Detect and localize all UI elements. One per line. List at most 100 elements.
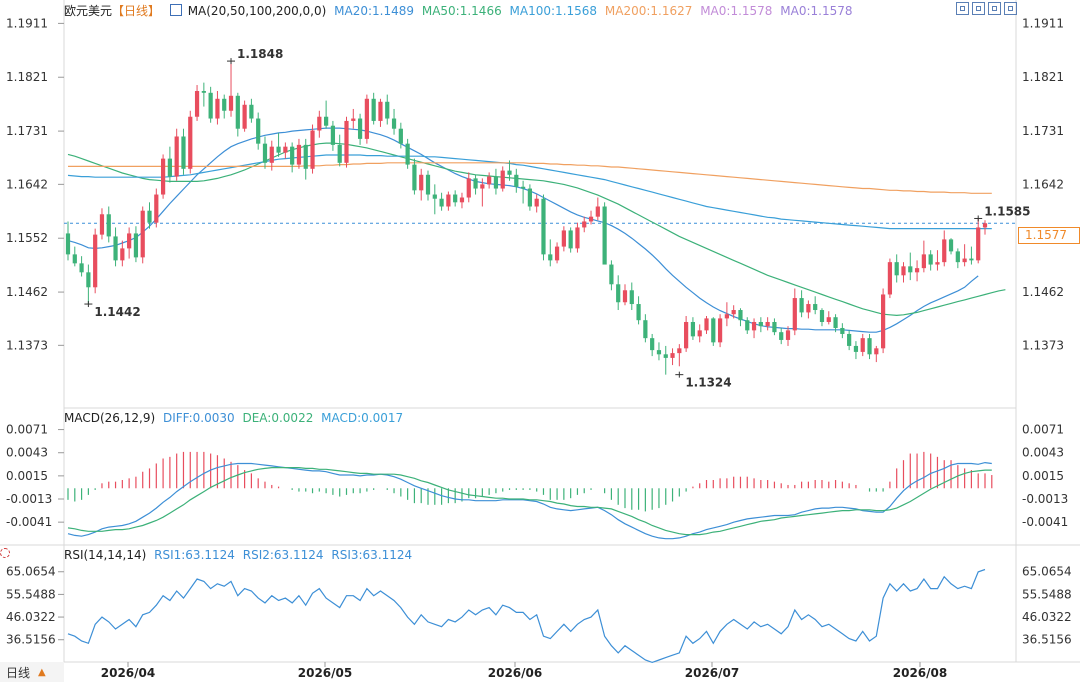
macd-tick-label-right: 0.0071 [1022, 423, 1064, 437]
candle-body [412, 164, 417, 191]
candle-body [514, 174, 519, 187]
extreme-price-label: 1.1848 [237, 47, 283, 61]
caret-up-icon: ▲ [38, 666, 46, 678]
price-tick-label-left: 1.1821 [6, 70, 48, 84]
ma0-value-a: MA0:1.1578 [700, 4, 773, 18]
rsi-tick-label-left: 46.0322 [6, 610, 56, 624]
candle-body [398, 128, 403, 144]
candle-body [622, 290, 628, 303]
price-tick-label-left: 1.1911 [6, 16, 48, 30]
ma100-line [67, 154, 992, 230]
candle-body [228, 95, 234, 111]
macd-tick-label-left: 0.0043 [6, 446, 48, 460]
price-tick-label-right: 1.1462 [1022, 285, 1064, 299]
candle-body [955, 251, 960, 263]
candle-body [296, 144, 302, 165]
layout-icon[interactable] [988, 2, 1001, 15]
rsi1-value: RSI1:63.1124 [154, 548, 235, 562]
candle-body [548, 254, 553, 261]
rsi-label: RSI(14,14,14) [64, 548, 147, 562]
candle-body [962, 258, 967, 263]
candle-body [446, 194, 451, 207]
candle-body [650, 338, 655, 351]
candle-body [453, 194, 458, 203]
ma-settings-icon[interactable] [169, 4, 182, 16]
candle-body [670, 353, 675, 358]
ma50-value: MA50:1.1466 [421, 4, 502, 18]
candle-body [65, 233, 71, 255]
period-tab[interactable]: 日线 ▲ [0, 662, 64, 682]
candle-body [181, 136, 186, 169]
candle-body [487, 176, 492, 185]
candle-body [833, 317, 838, 328]
candle-body [147, 210, 152, 223]
fullscreen-icon[interactable] [1004, 2, 1017, 15]
chart-toolbar [956, 2, 1017, 15]
candle-body [167, 158, 172, 177]
rsi2-value: RSI2:63.1124 [242, 548, 324, 562]
price-tick-label-right: 1.1373 [1022, 338, 1064, 352]
candle-body [914, 268, 920, 273]
candle-body [364, 98, 369, 139]
candle-body [357, 118, 363, 139]
price-tick-label-right: 1.1821 [1022, 70, 1064, 84]
candle-body [351, 118, 356, 121]
rsi-settings-icon[interactable] [0, 548, 10, 558]
candle-body [133, 233, 139, 258]
macd-tick-label-left: -0.0013 [6, 492, 52, 506]
extreme-price-label: 1.1585 [984, 204, 1030, 218]
candle-body [337, 144, 342, 163]
rsi-tick-label-right: 65.0654 [1022, 565, 1072, 579]
candle-body [534, 198, 539, 207]
candle-body [385, 101, 390, 119]
candle-body [894, 262, 899, 276]
candle-body [616, 284, 621, 303]
candle-body [772, 321, 777, 333]
candle-body [140, 210, 145, 258]
candle-body [317, 116, 322, 131]
ma20-value: MA20:1.1489 [334, 4, 415, 18]
candle-body [636, 304, 641, 321]
candle-body [466, 178, 471, 198]
candle-body [174, 136, 179, 177]
candle-body [779, 332, 784, 340]
candle-body [724, 314, 729, 319]
candle-body [222, 98, 227, 111]
candle-body [561, 230, 566, 247]
candle-body [425, 174, 431, 195]
candle-body [609, 264, 614, 285]
candle-body [643, 320, 648, 339]
candle-body [942, 239, 947, 263]
candle-body [677, 348, 682, 354]
candle-body [908, 266, 913, 273]
period-label[interactable]: 【日线】 [112, 4, 161, 18]
candle-body [256, 118, 261, 144]
macd-tick-label-right: 0.0015 [1022, 469, 1064, 483]
candle-body [72, 254, 77, 264]
candle-body [690, 321, 696, 337]
price-legend: 欧元美元【日线】 MA(20,50,100,200,0,0) MA20:1.14… [64, 2, 853, 19]
expand-icon[interactable] [972, 2, 985, 15]
candle-body [310, 130, 315, 169]
candle-body [473, 178, 478, 189]
candle-body [731, 310, 736, 315]
candle-body [738, 310, 743, 321]
candle-body [215, 98, 220, 119]
candle-body [663, 354, 668, 358]
candle-body [874, 348, 879, 355]
macd-diff-value: DIFF:0.0030 [162, 411, 235, 425]
rsi3-value: RSI3:63.1124 [331, 548, 413, 562]
macd-label: MACD(26,12,9) [64, 411, 156, 425]
macd-tick-label-left: 0.0071 [6, 423, 48, 437]
candle-body [765, 321, 770, 327]
crosshair-icon[interactable] [956, 2, 969, 15]
macd-tick-label-left: 0.0015 [6, 469, 48, 483]
candle-body [201, 91, 206, 93]
candle-body [235, 95, 240, 129]
candle-body [154, 194, 159, 223]
rsi-tick-label-left: 65.0654 [6, 565, 56, 579]
price-tick-label-left: 1.1731 [6, 124, 48, 138]
candle-body [160, 158, 166, 195]
period-tab-label: 日线 [6, 665, 31, 680]
